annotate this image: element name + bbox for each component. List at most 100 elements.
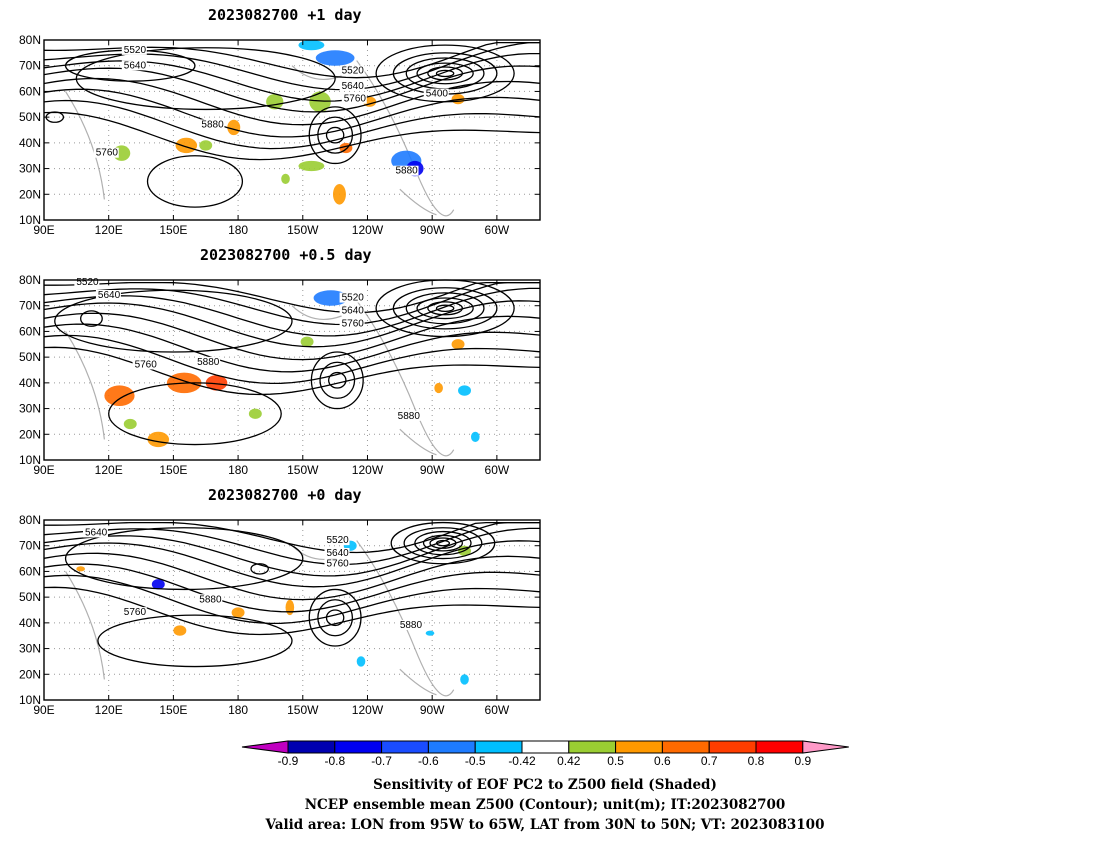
- shading-patch: [123, 418, 137, 430]
- shading-patch: [300, 336, 314, 347]
- shading-patch: [458, 385, 471, 396]
- lon-tick-label: 120E: [95, 223, 123, 237]
- contour-ring: [429, 537, 457, 549]
- contour-label: 5640: [342, 305, 365, 316]
- contour-line: [43, 312, 541, 361]
- contour-label: 5640: [342, 81, 365, 92]
- contour-ring: [308, 106, 362, 165]
- contour-line: [43, 88, 541, 138]
- shading-patch: [434, 382, 443, 394]
- map-panel-plus-0-day: 564055205640576058805760588080N70N60N50N…: [19, 513, 541, 717]
- lon-tick-label: 120E: [95, 463, 123, 477]
- lon-tick-label: 120W: [352, 703, 384, 717]
- contour-line: [43, 527, 540, 577]
- contour-line: [44, 281, 540, 314]
- shading-patch: [460, 674, 469, 685]
- contour-label: 5520: [76, 277, 99, 288]
- contour-ring: [403, 527, 483, 560]
- lat-tick-label: 10N: [19, 453, 41, 467]
- map-panel-plus-1-day: 5520 5640 5520 5640 5760 5400 5880 5760 5880 80N 7…: [19, 33, 541, 237]
- shading-patch: [248, 408, 262, 419]
- lon-tick-label: 150E: [159, 223, 187, 237]
- shading-patch: [298, 40, 325, 51]
- shading-patch: [356, 656, 366, 667]
- shading-patch: [451, 339, 465, 350]
- contour-label: 5520: [342, 293, 365, 304]
- contour-ring: [325, 126, 345, 144]
- shading-patch: [470, 431, 480, 442]
- lon-tick-label: 60W: [485, 463, 510, 477]
- lon-tick-label: 150W: [287, 223, 319, 237]
- contour-line: [43, 521, 540, 566]
- panel-2-title: 2023082700 +0.5 day: [200, 246, 372, 264]
- lat-tick-label: 30N: [19, 162, 41, 176]
- lat-tick-label: 70N: [19, 539, 41, 553]
- lat-tick-label: 80N: [19, 273, 41, 287]
- lon-tick-label: 150E: [159, 703, 187, 717]
- contour-ring: [64, 527, 304, 591]
- contour-line: [43, 586, 541, 636]
- colorbar-label: -0.5: [465, 754, 486, 768]
- colorbar-label: 0.5: [607, 754, 624, 768]
- lon-tick-label: 180: [228, 223, 248, 237]
- lat-tick-label: 80N: [19, 33, 41, 47]
- coastline: [65, 91, 105, 200]
- lon-tick-label: 120W: [352, 223, 384, 237]
- lat-tick-label: 60N: [19, 324, 41, 338]
- shading-patch: [205, 375, 228, 391]
- contour-line: [43, 540, 541, 588]
- shading-patch: [425, 630, 435, 636]
- colorbar-extend-low: [241, 740, 289, 754]
- colorbar-bin: [755, 740, 804, 754]
- contour-ring: [390, 521, 496, 565]
- contour-label: 5640: [327, 548, 350, 559]
- contour-label: 5760: [124, 607, 147, 618]
- contour-label: 5880: [199, 594, 222, 605]
- contour-label: 5880: [398, 411, 421, 422]
- contour-ring: [435, 539, 451, 547]
- colorbar-label: 0.6: [654, 754, 671, 768]
- contour-ring: [319, 361, 356, 399]
- colorbar-bin: [661, 740, 710, 754]
- shading-patch: [298, 160, 325, 172]
- contour-label: 5880: [201, 119, 224, 130]
- lat-tick-label: 70N: [19, 59, 41, 73]
- sensitivity-shading: [76, 540, 471, 685]
- lon-tick-label: 90W: [420, 703, 445, 717]
- lat-tick-label: 40N: [19, 616, 41, 630]
- lat-tick-label: 30N: [19, 642, 41, 656]
- contour-line: [43, 334, 541, 385]
- lat-tick-label: 60N: [19, 564, 41, 578]
- lon-tick-label: 120W: [352, 463, 384, 477]
- contour-ring: [308, 588, 362, 647]
- contour-ring: [416, 297, 474, 320]
- contour-line: [44, 521, 540, 554]
- shading-patch: [104, 385, 135, 406]
- lat-tick-label: 20N: [19, 187, 41, 201]
- colorbar-bin: [615, 740, 663, 754]
- lon-tick-label: 60W: [485, 223, 510, 237]
- lon-tick-label: 60W: [485, 703, 510, 717]
- map-frame: [43, 519, 541, 701]
- colorbar-bin: [381, 740, 429, 754]
- grid-lines: [44, 280, 540, 460]
- shading-patch: [173, 625, 187, 636]
- contour-ring: [250, 563, 269, 575]
- lat-tick-label: 10N: [19, 693, 41, 707]
- coastline: [399, 428, 437, 456]
- colorbar-bin: [568, 740, 617, 754]
- contour-label: 5760: [135, 359, 158, 370]
- contour-label: 5640: [98, 290, 121, 301]
- lon-tick-label: 150E: [159, 463, 187, 477]
- contour-label: 5880: [197, 357, 220, 368]
- contour-line: [43, 99, 541, 150]
- shading-patch: [315, 50, 355, 66]
- colorbar-label: -0.6: [418, 754, 439, 768]
- contour-ring: [328, 371, 347, 389]
- shading-patch: [231, 607, 245, 618]
- colorbar-bin: [474, 740, 523, 754]
- shading-patch: [281, 173, 290, 185]
- contour-ring: [416, 62, 474, 85]
- contour-line: [43, 574, 541, 625]
